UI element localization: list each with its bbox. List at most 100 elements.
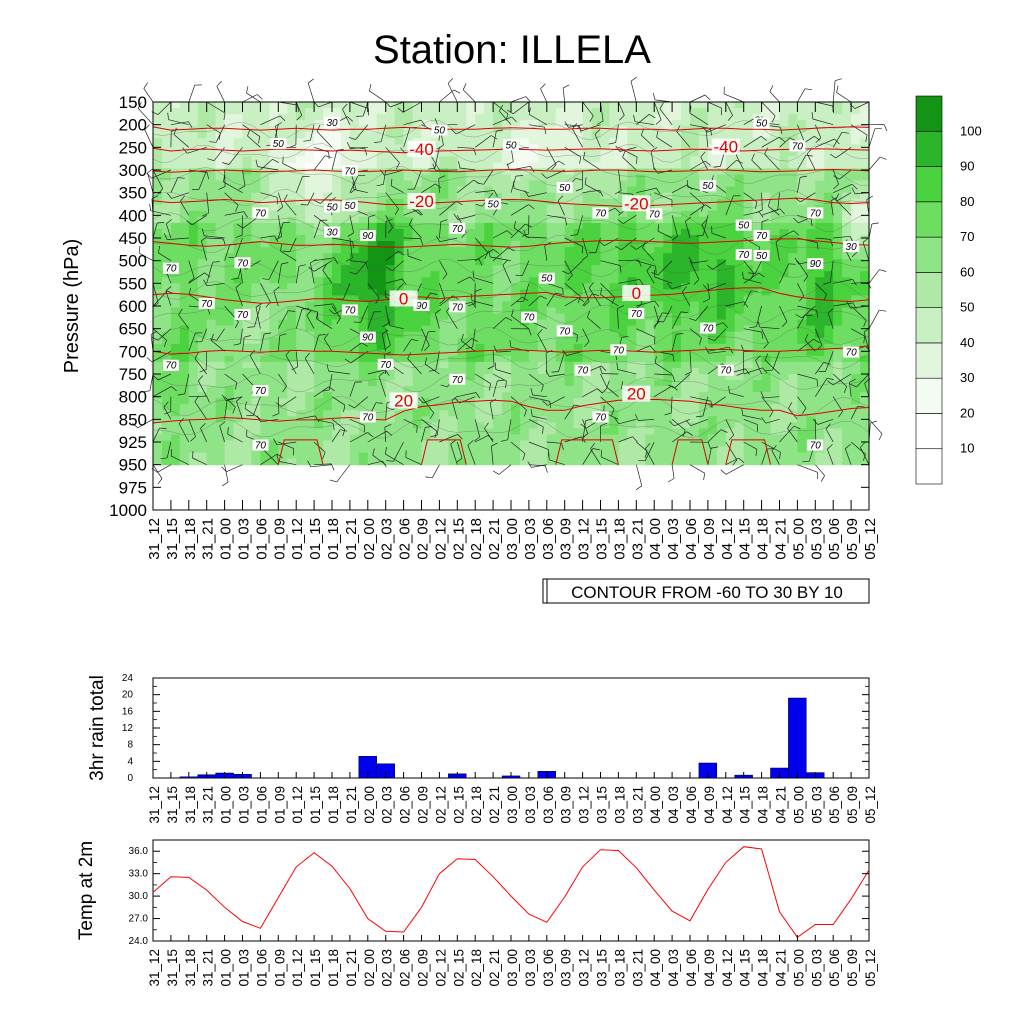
rh-cell: [519, 277, 530, 284]
rh-cell: [421, 452, 432, 460]
rh-cell: [448, 174, 458, 182]
rh-cell: [743, 349, 754, 357]
rh-cell: [537, 138, 548, 145]
rh-cell: [609, 355, 619, 363]
rh-cell: [332, 313, 342, 321]
rh-cell: [636, 343, 646, 351]
rh-cell: [672, 410, 682, 417]
rh-cell: [779, 241, 790, 248]
rh-cell: [224, 446, 235, 454]
rh-cell: [358, 174, 369, 182]
rh-cell: [484, 295, 494, 303]
rh-cell: [555, 404, 566, 411]
rh-cell: [555, 380, 566, 387]
rh-cell: [278, 150, 288, 157]
rh-cell: [385, 150, 396, 157]
rh-cell: [609, 289, 619, 297]
rh-cell: [367, 247, 378, 254]
rh-cell: [573, 313, 584, 321]
rh-cell: [636, 277, 646, 284]
rh-cell: [153, 126, 163, 133]
rh-cell: [645, 222, 655, 230]
rh-cell: [582, 343, 593, 351]
rh-cell: [511, 404, 521, 411]
rh-cell: [815, 319, 825, 327]
rh-cell: [161, 277, 172, 284]
rh-cell: [394, 192, 405, 200]
rh-cell: [627, 132, 637, 139]
rh-cell: [206, 277, 217, 284]
rh-cell: [296, 398, 306, 405]
rh-cell: [564, 241, 575, 248]
rh-cell: [806, 271, 816, 278]
rh-cell: [770, 307, 781, 315]
rh-cell: [734, 283, 745, 290]
rh-cell: [466, 265, 476, 272]
rh-cell: [681, 180, 691, 188]
rh-cell: [296, 410, 306, 417]
rh-cell: [743, 234, 754, 242]
rh-cell: [860, 386, 870, 393]
rh-cell: [296, 241, 306, 248]
rh-cell: [475, 228, 485, 236]
rh-cell: [233, 325, 244, 333]
rh-cell: [833, 144, 843, 151]
rh-cell: [573, 180, 584, 188]
rh-cell: [752, 446, 763, 454]
rh-cell: [403, 283, 414, 290]
wind-barb-flag: [152, 374, 159, 381]
wind-barb-flag: [212, 261, 220, 263]
rh-cell: [725, 174, 736, 182]
rh-cell: [376, 247, 387, 254]
rh-cell: [797, 234, 807, 242]
rh-cell: [519, 307, 530, 315]
rh-cell: [555, 247, 566, 254]
rh-cell: [340, 120, 351, 127]
rh-cell: [555, 416, 566, 423]
rh-cell: [725, 343, 736, 351]
rh-cell: [698, 392, 709, 399]
rh-cell: [224, 458, 235, 466]
rh-cell: [752, 108, 763, 115]
rh-cell: [188, 301, 199, 309]
rh-cell: [681, 108, 691, 115]
rh-cell: [618, 144, 628, 151]
rh-cell: [806, 367, 816, 375]
rh-cell: [367, 241, 378, 248]
rh-cell: [618, 367, 628, 375]
rh-cell: [340, 247, 351, 254]
rh-cell: [672, 422, 682, 429]
rh-cell: [215, 446, 226, 454]
rh-cell: [448, 452, 458, 460]
rh-cell: [734, 174, 745, 182]
rh-cell: [842, 386, 852, 393]
rh-cell: [752, 380, 763, 387]
rh-cell: [475, 241, 485, 248]
rh-cell: [161, 180, 172, 188]
rh-cell: [215, 416, 226, 423]
rh-cell: [188, 234, 199, 242]
rh-cell: [752, 156, 763, 164]
rh-cell: [627, 114, 637, 121]
rh-cell: [860, 410, 870, 417]
rh-cell: [761, 241, 772, 248]
rh-cell: [269, 283, 279, 290]
rh-cell: [779, 367, 790, 375]
wind-barb-flag: [165, 286, 172, 292]
rh-cell: [332, 398, 342, 405]
rh-cell: [546, 343, 557, 351]
rh-cell: [815, 392, 825, 399]
rh-cell: [493, 265, 503, 272]
rh-cell: [672, 162, 682, 170]
rh-cell: [627, 156, 637, 164]
rh-cell: [161, 247, 172, 254]
rh-cell: [555, 222, 566, 230]
rh-cell: [332, 343, 342, 351]
rh-cell: [466, 216, 476, 224]
wind-barb-flag: [188, 121, 193, 128]
wind-barb-shaft: [167, 237, 189, 240]
rh-cell: [797, 162, 807, 170]
rh-cell: [269, 180, 279, 188]
wind-barb-flag: [132, 423, 139, 429]
rh-cell: [663, 277, 673, 284]
